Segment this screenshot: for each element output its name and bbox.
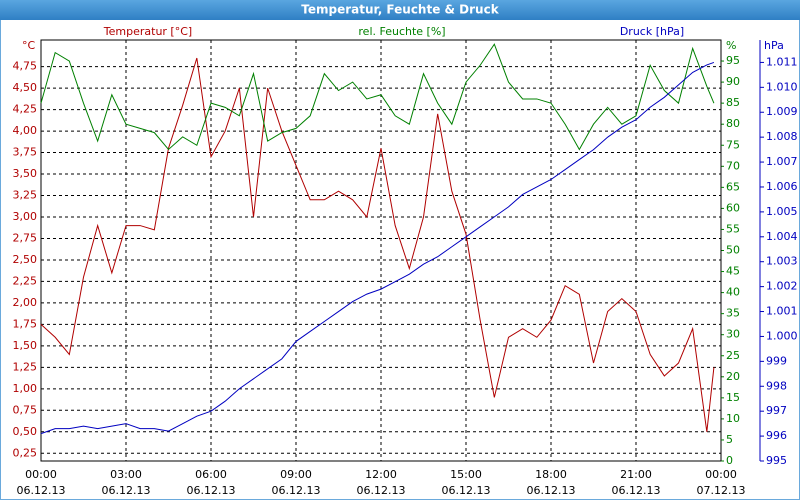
y2-tick-label: 40 bbox=[726, 286, 740, 299]
y-tick-label: 3,75 bbox=[13, 146, 38, 159]
y-tick-label: 1,75 bbox=[13, 317, 38, 330]
y2-tick-label: 45 bbox=[726, 265, 740, 278]
chart-title: Temperatur, Feuchte & Druck bbox=[301, 3, 499, 17]
x-tick-label: 18:00 bbox=[535, 468, 567, 481]
series-line bbox=[40, 61, 715, 435]
y2-tick-label: 35 bbox=[726, 307, 740, 320]
y3-tick-label: 1.004 bbox=[766, 230, 798, 243]
x-tick-date: 06.12.13 bbox=[442, 484, 491, 497]
y2-tick-label: 50 bbox=[726, 244, 740, 257]
y3-tick-label: 1.005 bbox=[766, 205, 798, 218]
series-line bbox=[40, 57, 715, 432]
y-tick-label: 2,50 bbox=[13, 253, 38, 266]
y2-tick-label: 90 bbox=[726, 75, 740, 88]
y3-tick-label: 1.003 bbox=[766, 255, 798, 268]
y2-tick-label: 70 bbox=[726, 159, 740, 172]
x-tick-date: 06.12.13 bbox=[527, 484, 576, 497]
y2-tick-label: 0 bbox=[726, 454, 733, 467]
y-tick-label: 0,50 bbox=[13, 425, 38, 438]
y-tick-label: 0,25 bbox=[13, 446, 38, 459]
legend-label: rel. Feuchte [%] bbox=[358, 25, 445, 38]
x-tick-date: 06.12.13 bbox=[357, 484, 406, 497]
y2-tick-label: 95 bbox=[726, 54, 740, 67]
x-tick-label: 00:00 bbox=[25, 468, 57, 481]
y2-tick-label: 80 bbox=[726, 117, 740, 130]
title-bar bbox=[0, 0, 800, 20]
legend-label: Temperatur [°C] bbox=[103, 25, 192, 38]
legend-label: Druck [hPa] bbox=[620, 25, 684, 38]
x-tick-date: 06.12.13 bbox=[102, 484, 151, 497]
y-tick-label: 1,50 bbox=[13, 339, 38, 352]
x-tick-label: 09:00 bbox=[280, 468, 312, 481]
x-tick-label: 15:00 bbox=[450, 468, 482, 481]
y-tick-label: 0,75 bbox=[13, 403, 38, 416]
y2-tick-label: 55 bbox=[726, 222, 740, 235]
y3-tick-label: 996 bbox=[766, 429, 787, 442]
y-unit: °C bbox=[22, 39, 36, 52]
y3-tick-label: 1.009 bbox=[766, 105, 798, 118]
y-tick-label: 2,25 bbox=[13, 274, 38, 287]
y2-tick-label: 85 bbox=[726, 96, 740, 109]
y-tick-label: 3,50 bbox=[13, 167, 38, 180]
y3-tick-label: 995 bbox=[766, 454, 787, 467]
y3-tick-label: 1.010 bbox=[766, 80, 798, 93]
y2-tick-label: 10 bbox=[726, 412, 740, 425]
y-tick-label: 3,25 bbox=[13, 189, 38, 202]
y3-tick-label: 1.008 bbox=[766, 130, 798, 143]
y-tick-label: 3,00 bbox=[13, 210, 38, 223]
x-tick-date: 06.12.13 bbox=[272, 484, 321, 497]
x-tick-label: 00:00 bbox=[705, 468, 737, 481]
y3-tick-label: 998 bbox=[766, 379, 787, 392]
y3-tick-label: 1.001 bbox=[766, 305, 798, 318]
x-tick-label: 03:00 bbox=[110, 468, 142, 481]
y-tick-label: 1,25 bbox=[13, 360, 38, 373]
y2-unit: % bbox=[726, 39, 736, 52]
y-tick-label: 2,75 bbox=[13, 231, 38, 244]
x-tick-label: 06:00 bbox=[195, 468, 227, 481]
y-tick-label: 1,00 bbox=[13, 382, 38, 395]
y2-tick-label: 75 bbox=[726, 138, 740, 151]
y-tick-label: 2,00 bbox=[13, 296, 38, 309]
y2-tick-label: 20 bbox=[726, 370, 740, 383]
y2-tick-label: 65 bbox=[726, 180, 740, 193]
x-tick-date: 07.12.13 bbox=[697, 484, 746, 497]
y3-tick-label: 1.000 bbox=[766, 329, 798, 342]
x-tick-label: 21:00 bbox=[620, 468, 652, 481]
y2-tick-label: 25 bbox=[726, 349, 740, 362]
y3-tick-label: 1.011 bbox=[766, 55, 798, 68]
y3-tick-label: 999 bbox=[766, 354, 787, 367]
y2-tick-label: 30 bbox=[726, 328, 740, 341]
y3-tick-label: 997 bbox=[766, 404, 787, 417]
y-tick-label: 4,25 bbox=[13, 103, 38, 116]
series-line bbox=[40, 43, 715, 151]
y-tick-label: 4,50 bbox=[13, 81, 38, 94]
y3-tick-label: 1.007 bbox=[766, 155, 798, 168]
y-tick-label: 4,75 bbox=[13, 60, 38, 73]
x-tick-date: 06.12.13 bbox=[17, 484, 66, 497]
x-tick-date: 06.12.13 bbox=[612, 484, 661, 497]
y3-tick-label: 1.006 bbox=[766, 180, 798, 193]
y3-unit: hPa bbox=[764, 39, 784, 52]
y3-tick-label: 1.002 bbox=[766, 280, 798, 293]
y2-tick-label: 15 bbox=[726, 391, 740, 404]
y2-tick-label: 5 bbox=[726, 433, 733, 446]
y-tick-label: 4,00 bbox=[13, 124, 38, 137]
x-tick-date: 06.12.13 bbox=[187, 484, 236, 497]
x-tick-label: 12:00 bbox=[365, 468, 397, 481]
y2-tick-label: 60 bbox=[726, 201, 740, 214]
